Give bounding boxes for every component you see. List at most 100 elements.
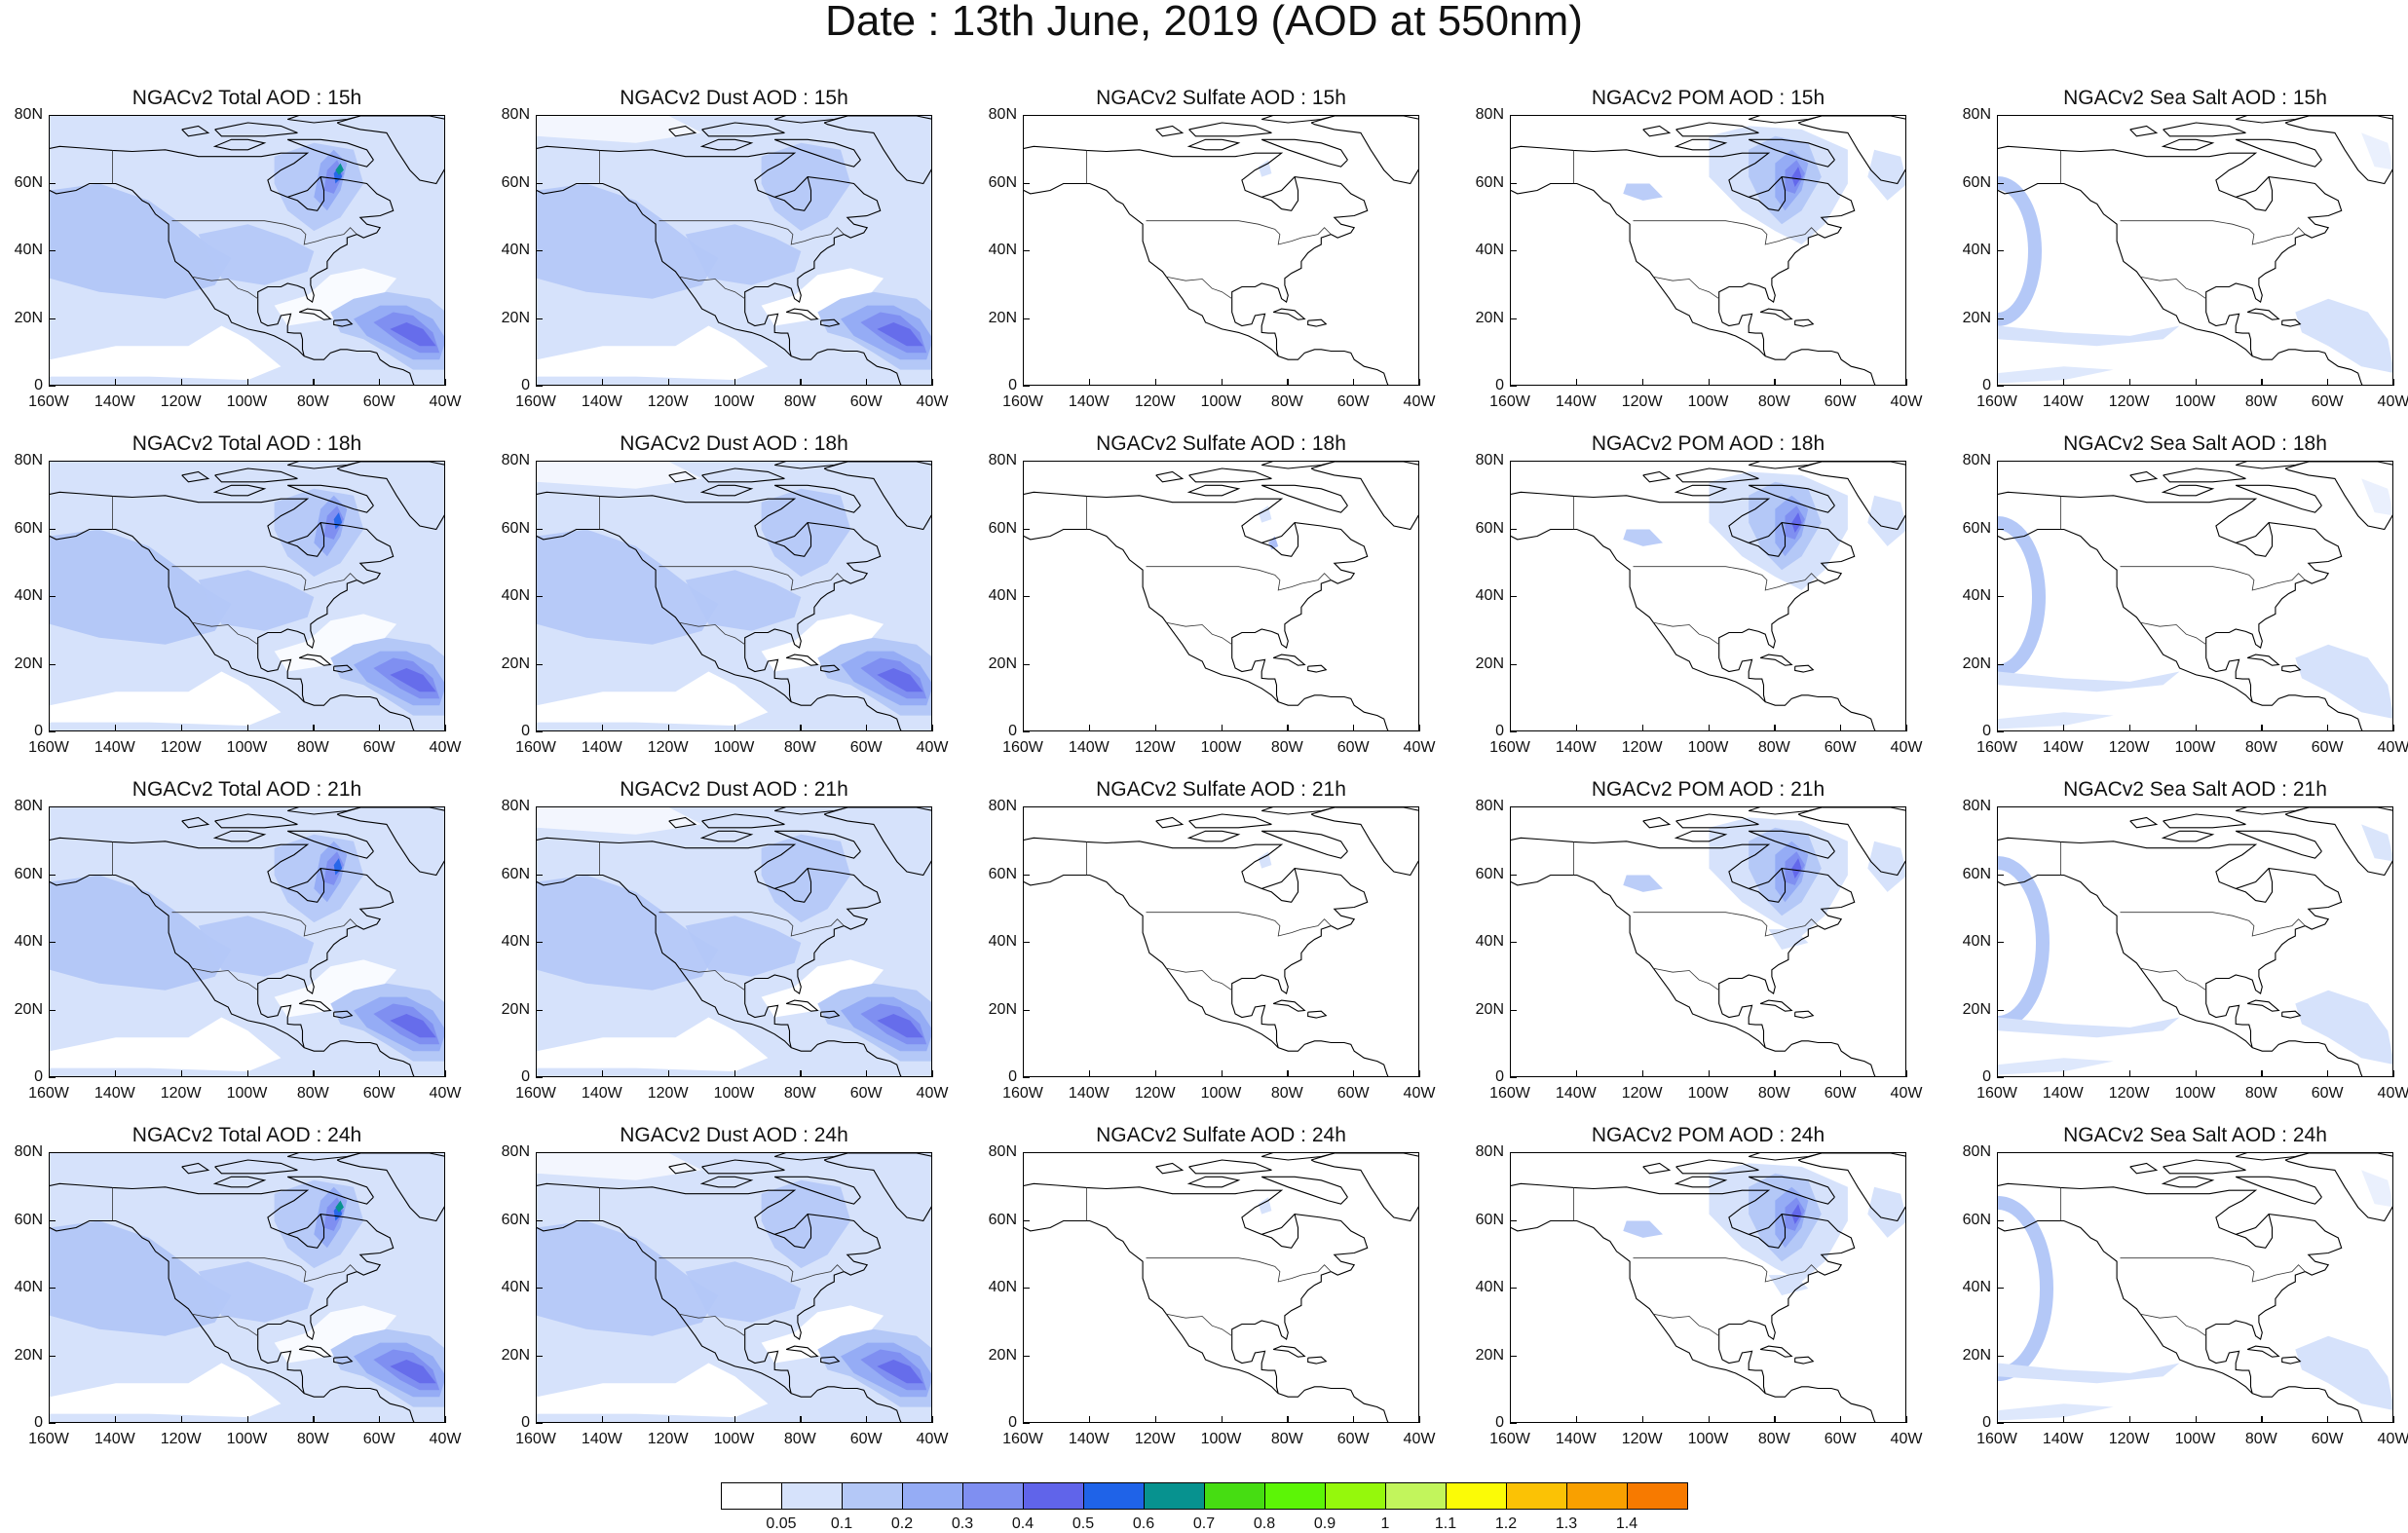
map-plot-area bbox=[1023, 806, 1419, 1077]
panel-title: NGACv2 Sulfate AOD : 21h bbox=[1096, 778, 1346, 801]
lon-tick bbox=[1088, 379, 1091, 386]
lon-tick-label: 100W bbox=[2174, 1431, 2216, 1447]
aod-field-map bbox=[537, 116, 931, 385]
lon-tick bbox=[2393, 1416, 2395, 1423]
lon-tick bbox=[1419, 1070, 1421, 1077]
lon-tick-label: 80W bbox=[2244, 1431, 2277, 1447]
lon-tick bbox=[2327, 1070, 2329, 1077]
aod-field-map bbox=[537, 462, 931, 730]
lat-tick bbox=[1997, 1152, 2004, 1154]
lat-tick-label: 60N bbox=[14, 173, 43, 191]
lon-tick-label: 120W bbox=[1621, 1431, 1663, 1447]
lon-tick bbox=[49, 379, 51, 386]
lon-tick-label: 40W bbox=[1403, 393, 1436, 410]
lat-tick-label: 0 bbox=[521, 1414, 530, 1431]
lon-tick-label: 100W bbox=[226, 393, 268, 410]
lon-tick bbox=[180, 1070, 182, 1077]
map-plot-area bbox=[536, 461, 932, 731]
lon-tick bbox=[1840, 379, 1842, 386]
lon-tick-label: 60W bbox=[849, 1085, 883, 1102]
lon-tick bbox=[536, 725, 538, 731]
lat-tick-label: 80N bbox=[1962, 106, 1991, 123]
lat-tick bbox=[1023, 1423, 1030, 1425]
lon-tick bbox=[180, 379, 182, 386]
lat-tick-label: 0 bbox=[521, 1068, 530, 1085]
lon-tick-label: 40W bbox=[1890, 1431, 1923, 1447]
lon-tick-label: 140W bbox=[94, 393, 135, 410]
lat-tick-label: 0 bbox=[34, 1414, 43, 1431]
lon-tick-label: 80W bbox=[1270, 1085, 1303, 1102]
lon-tick-label: 80W bbox=[296, 1085, 329, 1102]
lat-tick bbox=[1510, 731, 1517, 733]
lon-tick-label: 40W bbox=[1403, 739, 1436, 756]
lon-tick bbox=[1641, 725, 1643, 731]
lat-tick-label: 40N bbox=[1962, 587, 1991, 604]
lon-tick-label: 160W bbox=[28, 739, 69, 756]
lon-tick-label: 40W bbox=[916, 393, 949, 410]
lon-tick bbox=[1023, 1416, 1025, 1423]
lat-tick bbox=[536, 250, 543, 252]
lat-tick bbox=[49, 874, 56, 876]
lon-tick-label: 40W bbox=[1403, 1085, 1436, 1102]
lon-tick-label: 100W bbox=[2174, 393, 2216, 410]
lon-tick-label: 160W bbox=[515, 739, 556, 756]
lon-tick-label: 40W bbox=[916, 1431, 949, 1447]
panel-title: NGACv2 Dust AOD : 18h bbox=[620, 432, 848, 455]
lat-tick-label: 80N bbox=[1962, 452, 1991, 468]
lon-tick bbox=[1221, 725, 1223, 731]
lon-tick-label: 120W bbox=[1621, 1085, 1663, 1102]
lon-tick-label: 80W bbox=[296, 393, 329, 410]
lon-tick-label: 160W bbox=[1489, 739, 1530, 756]
lon-tick-label: 140W bbox=[1555, 739, 1597, 756]
lat-tick-label: 60N bbox=[988, 519, 1017, 537]
lon-tick bbox=[379, 1070, 381, 1077]
lon-tick-label: 80W bbox=[296, 739, 329, 756]
lon-tick-label: 140W bbox=[2042, 1085, 2084, 1102]
colorbar-label: 1.1 bbox=[1434, 1515, 1457, 1532]
lon-tick-label: 140W bbox=[581, 1431, 622, 1447]
lon-tick bbox=[246, 379, 248, 386]
aod-field-map bbox=[1998, 462, 2392, 730]
aod-field-map bbox=[1998, 1153, 2392, 1422]
lat-tick bbox=[1997, 1219, 2004, 1221]
panel-title: NGACv2 Total AOD : 18h bbox=[132, 432, 362, 455]
lat-tick-label: 20N bbox=[1962, 309, 1991, 326]
lon-tick-label: 40W bbox=[1403, 1431, 1436, 1447]
lon-tick bbox=[246, 1416, 248, 1423]
map-plot-area bbox=[1510, 461, 1906, 731]
lon-tick bbox=[1840, 1416, 1842, 1423]
lon-tick-label: 80W bbox=[1757, 393, 1790, 410]
lon-tick-label: 40W bbox=[916, 739, 949, 756]
lon-tick-label: 160W bbox=[1002, 739, 1043, 756]
colorbar-swatch bbox=[842, 1482, 903, 1510]
lat-tick-label: 60N bbox=[1475, 1211, 1504, 1228]
lon-tick bbox=[1287, 1416, 1289, 1423]
panel-title: NGACv2 Sulfate AOD : 15h bbox=[1096, 87, 1346, 109]
lon-tick-label: 80W bbox=[1757, 1085, 1790, 1102]
map-plot-area bbox=[49, 806, 445, 1077]
lon-tick-label: 40W bbox=[429, 393, 462, 410]
lon-tick bbox=[2261, 379, 2263, 386]
lon-tick bbox=[2261, 1070, 2263, 1077]
colorbar-swatch bbox=[1144, 1482, 1205, 1510]
lat-tick-label: 60N bbox=[501, 1211, 530, 1228]
lon-tick-label: 100W bbox=[2174, 1085, 2216, 1102]
lon-tick bbox=[667, 1416, 669, 1423]
lat-tick bbox=[1023, 461, 1030, 463]
lon-tick bbox=[114, 1416, 117, 1423]
lat-tick bbox=[1510, 528, 1517, 530]
lon-tick bbox=[1575, 1070, 1578, 1077]
lon-tick-label: 120W bbox=[1134, 393, 1176, 410]
lon-tick bbox=[866, 725, 868, 731]
lat-tick bbox=[536, 1219, 543, 1221]
lat-tick-label: 60N bbox=[988, 1211, 1017, 1228]
lat-tick bbox=[49, 528, 56, 530]
lon-tick-label: 140W bbox=[581, 393, 622, 410]
lon-tick bbox=[800, 1070, 802, 1077]
lon-tick bbox=[1997, 725, 1999, 731]
lat-tick-label: 40N bbox=[1475, 1279, 1504, 1295]
lon-tick bbox=[667, 1070, 669, 1077]
lon-tick-label: 120W bbox=[1134, 1085, 1176, 1102]
lat-tick bbox=[1997, 1423, 2004, 1425]
lat-tick bbox=[1997, 1009, 2004, 1011]
